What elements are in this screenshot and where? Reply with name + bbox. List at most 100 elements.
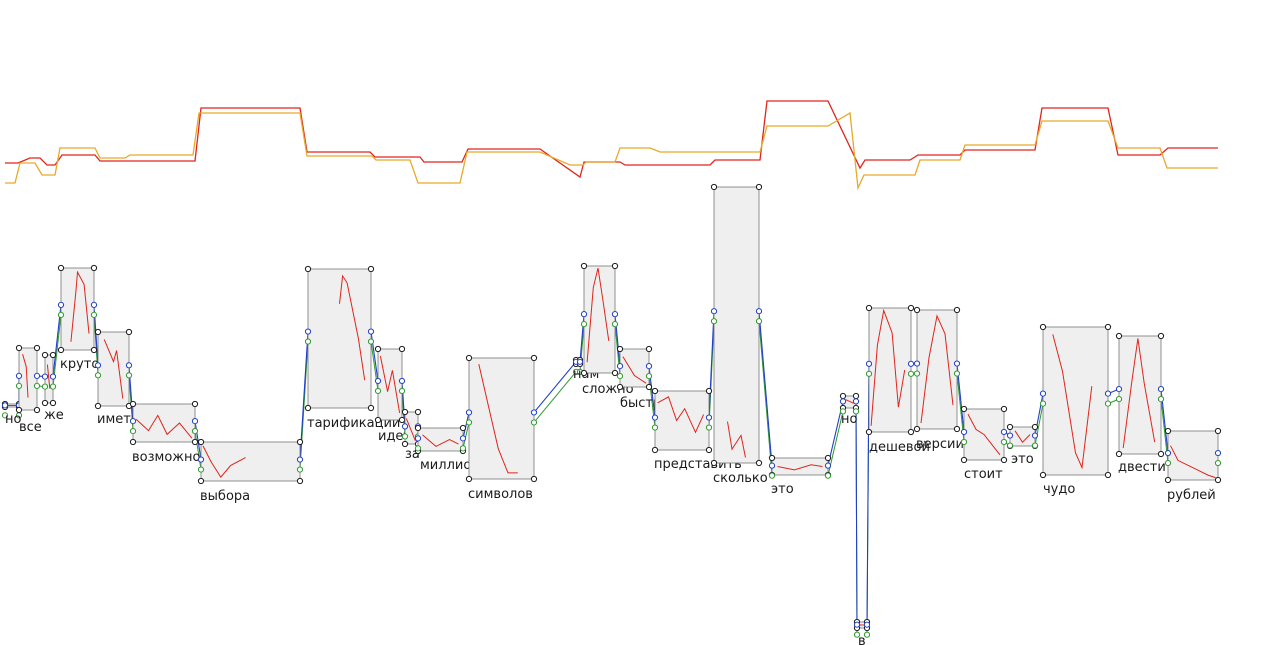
pitch-control-handle[interactable] xyxy=(645,363,653,370)
corner-handle[interactable] xyxy=(191,438,199,446)
word-box[interactable] xyxy=(200,441,301,482)
energy-control-handle[interactable] xyxy=(1164,459,1172,467)
word-group[interactable]: это xyxy=(1006,423,1039,467)
corner-handle[interactable] xyxy=(49,351,57,359)
energy-control-handle[interactable] xyxy=(710,318,718,325)
energy-control-handle[interactable] xyxy=(49,383,57,390)
corner-handle[interactable] xyxy=(907,304,915,312)
pitch-control-handle[interactable] xyxy=(304,328,312,335)
corner-handle[interactable] xyxy=(296,477,304,485)
pitch-control-handle[interactable] xyxy=(853,621,861,628)
corner-handle[interactable] xyxy=(90,264,98,272)
word-group[interactable]: идет xyxy=(374,345,411,444)
energy-control-handle[interactable] xyxy=(90,311,98,318)
pitch-control-handle[interactable] xyxy=(839,398,847,405)
corner-handle[interactable] xyxy=(953,306,961,314)
word-box[interactable] xyxy=(654,390,710,451)
corner-handle[interactable] xyxy=(1115,332,1123,340)
energy-control-handle[interactable] xyxy=(1104,400,1112,407)
pitch-control-handle[interactable] xyxy=(41,373,49,380)
corner-handle[interactable] xyxy=(1157,332,1165,340)
pitch-control-handle[interactable] xyxy=(129,418,137,425)
energy-control-handle[interactable] xyxy=(129,428,137,435)
word-group[interactable]: в xyxy=(853,618,871,645)
energy-control-handle[interactable] xyxy=(401,433,409,440)
corner-handle[interactable] xyxy=(530,475,538,483)
corner-handle[interactable] xyxy=(1164,427,1172,435)
corner-handle[interactable] xyxy=(960,405,968,413)
word-group[interactable]: сложно xyxy=(580,262,634,397)
energy-control-handle[interactable] xyxy=(57,311,65,318)
energy-control-handle[interactable] xyxy=(304,338,312,345)
corner-handle[interactable] xyxy=(953,425,961,433)
corner-handle[interactable] xyxy=(839,392,847,400)
pitch-control-handle[interactable] xyxy=(1000,428,1008,436)
pitch-control-handle[interactable] xyxy=(1031,432,1039,439)
corner-handle[interactable] xyxy=(580,369,588,377)
pitch-control-handle[interactable] xyxy=(576,358,584,365)
corner-handle[interactable] xyxy=(1104,323,1112,331)
energy-control-handle[interactable] xyxy=(863,631,871,638)
corner-handle[interactable] xyxy=(907,428,915,436)
pitch-control-handle[interactable] xyxy=(90,301,98,308)
corner-handle[interactable] xyxy=(616,345,624,353)
corner-handle[interactable] xyxy=(125,328,133,336)
word-box[interactable] xyxy=(916,309,958,430)
word-box[interactable] xyxy=(468,357,535,480)
pitch-control-handle[interactable] xyxy=(1104,390,1112,397)
word-group[interactable]: выбора xyxy=(197,438,304,504)
pitch-control-handle[interactable] xyxy=(1157,386,1165,393)
pitch-control-handle[interactable] xyxy=(367,328,375,335)
pitch-control-handle[interactable] xyxy=(57,301,65,308)
corner-handle[interactable] xyxy=(57,346,65,354)
pitch-control-handle[interactable] xyxy=(710,308,718,315)
word-box[interactable] xyxy=(18,347,38,411)
corner-handle[interactable] xyxy=(304,404,312,412)
corner-handle[interactable] xyxy=(398,416,406,424)
pitch-control-handle[interactable] xyxy=(960,428,968,436)
corner-handle[interactable] xyxy=(913,306,921,314)
corner-handle[interactable] xyxy=(57,264,65,272)
corner-handle[interactable] xyxy=(304,265,312,273)
pitch-control-handle[interactable] xyxy=(705,414,713,421)
corner-handle[interactable] xyxy=(865,304,873,312)
word-box-layer[interactable]: новсежекрутоиметьвозможностьвыборатарифи… xyxy=(1,183,1222,645)
energy-control-handle[interactable] xyxy=(367,338,375,345)
corner-handle[interactable] xyxy=(401,408,409,416)
energy-control-handle[interactable] xyxy=(651,424,659,431)
corner-handle[interactable] xyxy=(296,438,304,446)
corner-handle[interactable] xyxy=(1039,323,1047,331)
word-box[interactable] xyxy=(713,186,760,464)
corner-handle[interactable] xyxy=(367,265,375,273)
energy-control-handle[interactable] xyxy=(1039,400,1047,407)
corner-handle[interactable] xyxy=(1000,456,1008,464)
energy-control-handle[interactable] xyxy=(705,424,713,431)
corner-handle[interactable] xyxy=(15,406,23,414)
corner-handle[interactable] xyxy=(41,351,49,359)
corner-handle[interactable] xyxy=(1214,427,1222,435)
word-group[interactable]: это xyxy=(768,454,832,497)
corner-handle[interactable] xyxy=(651,387,659,395)
energy-control-handle[interactable] xyxy=(852,408,860,415)
corner-handle[interactable] xyxy=(580,262,588,270)
word-group[interactable]: круто xyxy=(57,264,99,372)
corner-handle[interactable] xyxy=(191,400,199,408)
energy-control-handle[interactable] xyxy=(824,472,832,479)
word-group[interactable]: миллион xyxy=(414,424,480,473)
energy-control-handle[interactable] xyxy=(960,438,968,446)
corner-handle[interactable] xyxy=(960,456,968,464)
corner-handle[interactable] xyxy=(651,446,659,454)
corner-handle[interactable] xyxy=(865,428,873,436)
word-box[interactable] xyxy=(583,265,616,374)
corner-handle[interactable] xyxy=(465,475,473,483)
pitch-control-handle[interactable] xyxy=(191,418,199,425)
word-box[interactable] xyxy=(619,348,650,388)
energy-control-handle[interactable] xyxy=(1,412,9,419)
corner-handle[interactable] xyxy=(374,416,382,424)
corner-handle[interactable] xyxy=(710,183,718,191)
corner-handle[interactable] xyxy=(768,454,776,462)
word-box[interactable] xyxy=(132,403,196,443)
corner-handle[interactable] xyxy=(367,404,375,412)
energy-control-handle[interactable] xyxy=(530,419,538,426)
